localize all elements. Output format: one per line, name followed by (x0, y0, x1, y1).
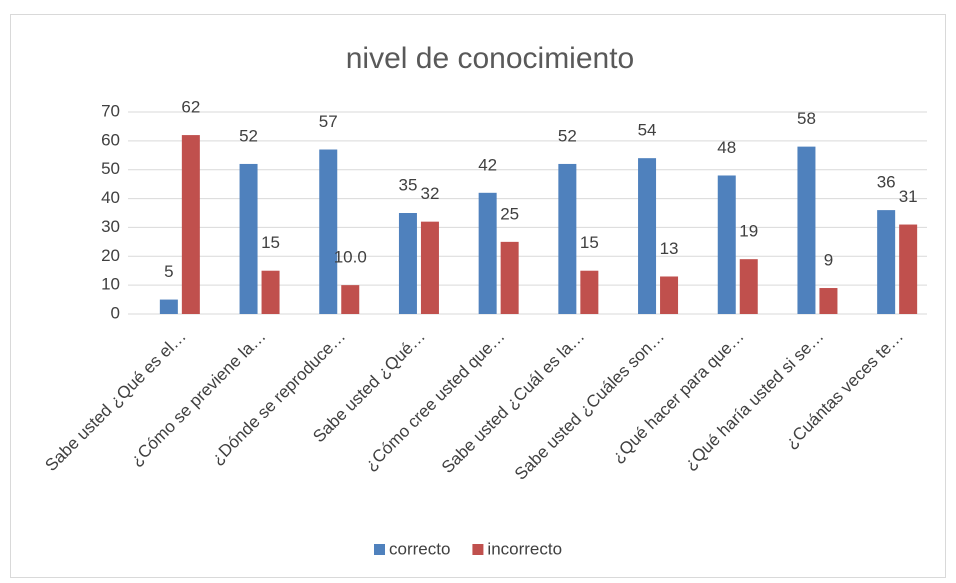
y-tick-label: 50 (101, 159, 120, 178)
bar (797, 146, 816, 314)
value-label: 58 (797, 109, 816, 128)
value-label: 52 (558, 126, 577, 145)
bar (319, 149, 338, 314)
value-label: 25 (500, 204, 519, 223)
bar (638, 158, 657, 314)
value-label: 57 (319, 112, 338, 131)
value-label: 48 (717, 138, 736, 157)
legend-label: incorrecto (487, 539, 562, 558)
bar (739, 259, 758, 314)
legend-swatch (374, 544, 385, 555)
y-tick-label: 20 (101, 246, 120, 265)
bar (341, 285, 360, 314)
value-label: 42 (478, 155, 497, 174)
y-tick-label: 60 (101, 130, 120, 149)
bar (398, 213, 417, 314)
bar (819, 288, 838, 314)
bar (580, 270, 599, 314)
bar (717, 175, 736, 314)
y-tick-label: 0 (111, 303, 120, 322)
bar (181, 135, 200, 314)
bar (239, 163, 258, 314)
y-tick-label: 70 (101, 101, 120, 120)
value-label: 13 (660, 239, 679, 258)
value-label: 54 (638, 121, 657, 140)
value-label: 52 (239, 126, 258, 145)
bar (500, 241, 519, 314)
value-label: 35 (398, 175, 417, 194)
value-label: 5 (164, 262, 173, 281)
value-label: 36 (877, 173, 896, 192)
bar (261, 270, 280, 314)
value-label: 15 (261, 233, 280, 252)
value-label: 15 (580, 233, 599, 252)
y-tick-label: 30 (101, 217, 120, 236)
y-tick-label: 10 (101, 275, 120, 294)
value-label: 10.0 (334, 248, 367, 267)
bar (159, 299, 178, 314)
chart-border (10, 14, 946, 578)
bar (899, 224, 918, 314)
legend-swatch (472, 544, 484, 555)
value-label: 32 (420, 184, 439, 203)
value-label: 19 (739, 222, 758, 241)
bar (558, 163, 577, 314)
value-label: 62 (181, 98, 200, 117)
bar (877, 210, 896, 314)
bar (420, 221, 439, 314)
bar (660, 276, 679, 314)
chart-title: nivel de conocimiento (346, 42, 635, 75)
legend-label: correcto (389, 539, 450, 558)
y-tick-label: 40 (101, 188, 120, 207)
bar (478, 192, 497, 314)
value-label: 31 (899, 187, 918, 206)
value-label: 9 (824, 251, 833, 270)
